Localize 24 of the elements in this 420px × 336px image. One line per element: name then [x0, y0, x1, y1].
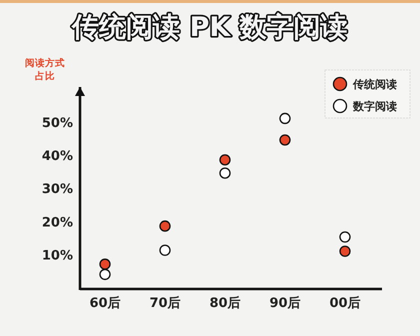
point	[279, 134, 291, 146]
x-tick-label: 90后	[269, 295, 301, 311]
point	[99, 268, 111, 280]
y-axis-title: 阅读方式占比	[25, 57, 65, 82]
point	[159, 244, 171, 256]
point	[219, 154, 231, 166]
chart-title: 传统阅读 PK 数字阅读	[71, 12, 348, 43]
point	[279, 112, 291, 124]
x-tick-label: 00后	[329, 295, 361, 311]
point	[339, 246, 351, 257]
legend-label: 传统阅读	[352, 78, 397, 91]
x-tick-label: 60后	[89, 295, 121, 311]
point	[339, 231, 351, 243]
point	[219, 167, 231, 179]
point	[99, 258, 111, 270]
x-tick-label: 80后	[209, 295, 241, 311]
point	[159, 220, 171, 232]
y-tick-label: 10%	[42, 248, 73, 264]
x-tick-label: 70后	[149, 295, 181, 311]
legend-label: 数字阅读	[352, 100, 397, 113]
y-tick-label: 30%	[42, 182, 73, 198]
y-tick-label: 50%	[42, 116, 73, 131]
y-tick-label: 40%	[42, 149, 73, 164]
y-tick-label: 20%	[42, 215, 73, 230]
